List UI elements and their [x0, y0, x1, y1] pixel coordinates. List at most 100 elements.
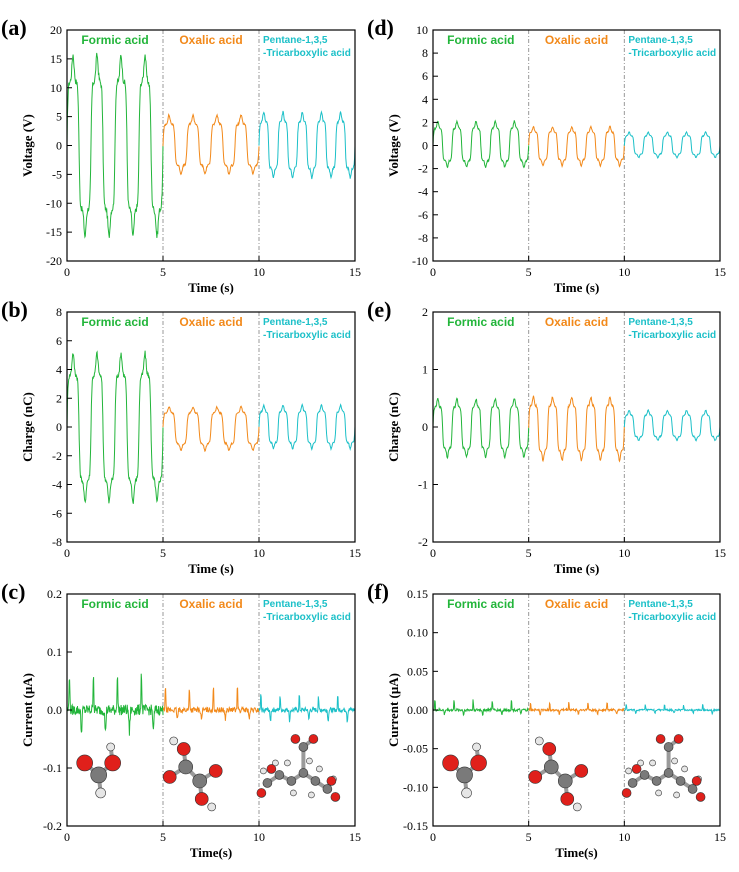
series-line-formic-acid: [66, 52, 164, 239]
segment-label-formic-acid: Formic acid: [447, 597, 514, 611]
panel-letter: (c): [1, 579, 25, 604]
y-tick-label: 0: [422, 420, 428, 434]
chart-panel: 0 5 10 15 -0.15 -0.10 -0.05 0.00 0.05 0.10 0.15 Tim…: [367, 579, 726, 860]
x-tick-label: 15: [714, 830, 726, 844]
y-tick-label: 8: [56, 305, 62, 319]
segment-label-pentane-line1: Pentane-1,3,5: [263, 317, 328, 328]
y-tick-label: -0.1: [43, 761, 62, 775]
x-tick-label: 5: [526, 830, 532, 844]
y-tick-label: 0.15: [407, 587, 428, 601]
hydrogen-atom: [284, 759, 291, 767]
x-axis-title: Time (s): [188, 280, 234, 295]
oxalic-acid-molecule: [528, 736, 589, 812]
x-tick-label: 10: [253, 830, 265, 844]
oxygen-atom: [631, 764, 642, 774]
series-line-pentane-tricarboxylic-acid: [623, 408, 721, 442]
hydrogen-atom: [95, 787, 106, 799]
oxygen-atom: [194, 792, 209, 806]
hydrogen-atom: [534, 736, 544, 746]
x-tick-label: 0: [430, 546, 436, 560]
hydrogen-atom: [637, 759, 644, 767]
segment-label-oxalic-acid: Oxalic acid: [179, 33, 242, 47]
oxygen-atom: [290, 734, 301, 744]
y-tick-label: -6: [52, 506, 62, 520]
y-axis-title: Voltage (V): [20, 114, 35, 177]
y-tick-label: 0.00: [407, 703, 428, 717]
x-tick-label: 0: [430, 830, 436, 844]
x-tick-label: 0: [64, 265, 70, 279]
y-tick-label: -2: [418, 162, 428, 176]
hydrogen-atom: [461, 787, 472, 799]
y-tick-label: 2: [56, 391, 62, 405]
segment-label-oxalic-acid: Oxalic acid: [545, 315, 608, 329]
molecule-structures: [442, 734, 706, 812]
y-axis-title: Charge (nC): [386, 392, 401, 462]
y-tick-label: -0.05: [403, 742, 428, 756]
x-tick-label: 10: [253, 546, 265, 560]
pentane-tricarboxylic-acid-molecule: [621, 734, 706, 802]
carbon-atom: [627, 778, 638, 788]
y-tick-label: 0.1: [47, 645, 62, 659]
oxygen-atom: [308, 734, 319, 744]
carbon-atom: [298, 768, 309, 778]
x-tick-label: 10: [618, 546, 630, 560]
series-line-pentane-tricarboxylic-acid: [623, 130, 721, 160]
y-axis-title: Current (μA): [386, 673, 401, 747]
pentane-tricarboxylic-acid-molecule: [256, 734, 341, 802]
y-tick-label: 0.10: [407, 626, 428, 640]
y-tick-label: -8: [418, 231, 428, 245]
hydrogen-atom: [306, 757, 313, 765]
y-tick-label: -10: [412, 254, 428, 268]
x-tick-label: 0: [64, 830, 70, 844]
hydrogen-atom: [472, 742, 481, 752]
chart-panel: 0 5 10 15 -2 -1 0 1 2 Time (s) Charge (nC) (e) Formi…: [367, 297, 726, 576]
y-tick-label: -2: [52, 449, 62, 463]
series-line-oxalic-acid: [528, 701, 625, 716]
oxygen-atom: [76, 754, 93, 772]
carbon-atom: [286, 776, 297, 786]
series-line-oxalic-acid: [528, 395, 625, 463]
series-line-oxalic-acid: [162, 687, 260, 721]
x-tick-label: 10: [618, 830, 630, 844]
oxygen-atom: [574, 764, 589, 778]
segment-label-pentane-line2: -Tricarboxylic acid: [263, 48, 351, 59]
carbon-atom: [298, 742, 309, 752]
y-tick-label: -0.15: [403, 819, 428, 833]
x-tick-label: 15: [714, 265, 726, 279]
carbon-atom: [687, 784, 698, 794]
series-line-formic-acid: [66, 350, 164, 504]
oxygen-atom: [176, 742, 191, 756]
hydrogen-atom: [572, 802, 582, 812]
segment-label-pentane-line2: -Tricarboxylic acid: [628, 612, 716, 623]
x-axis-title: Time (s): [554, 280, 600, 295]
y-tick-label: 0: [56, 139, 62, 153]
hydrogen-atom: [260, 767, 267, 775]
series-line-oxalic-acid: [528, 124, 625, 169]
carbon-atom: [310, 776, 321, 786]
hydrogen-atom: [272, 759, 279, 767]
y-tick-label: 2: [422, 115, 428, 129]
y-tick-label: -1: [418, 478, 428, 492]
x-axis-title: Time (s): [188, 561, 234, 576]
hydrogen-atom: [290, 789, 297, 797]
y-tick-label: 0.2: [47, 587, 62, 601]
carbon-atom: [663, 742, 674, 752]
x-tick-label: 15: [349, 546, 361, 560]
y-tick-label: 0: [56, 420, 62, 434]
y-tick-label: 6: [56, 334, 62, 348]
y-axis-title: Current (μA): [20, 673, 35, 747]
segment-label-pentane-line1: Pentane-1,3,5: [628, 317, 693, 328]
oxygen-atom: [528, 770, 543, 784]
oxygen-atom: [442, 754, 459, 772]
carbon-atom: [663, 768, 674, 778]
oxygen-atom: [470, 754, 487, 772]
segment-label-formic-acid: Formic acid: [81, 597, 148, 611]
series-line-formic-acid: [66, 673, 164, 736]
y-tick-label: -2: [418, 535, 428, 549]
segment-label-formic-acid: Formic acid: [81, 315, 148, 329]
oxygen-atom: [621, 788, 632, 798]
y-axis-title: Voltage (V): [386, 114, 401, 177]
x-tick-label: 5: [160, 546, 166, 560]
y-tick-label: 10: [416, 23, 428, 37]
carbon-atom: [274, 770, 285, 780]
